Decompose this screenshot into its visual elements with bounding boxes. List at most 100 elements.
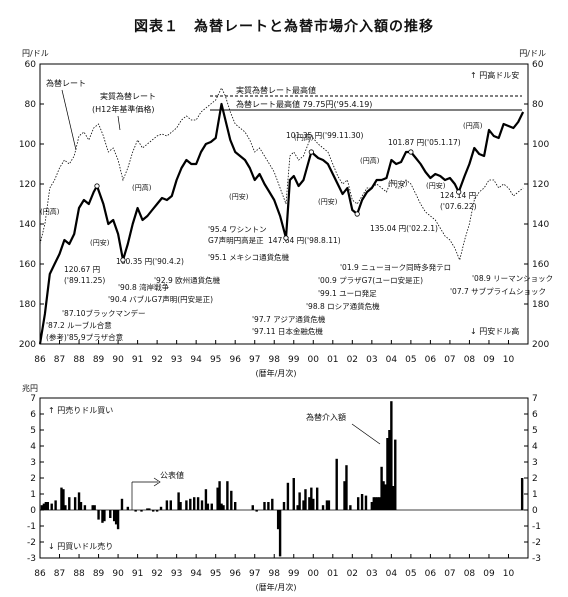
- y-unit-right: 円/ドル: [519, 49, 546, 58]
- corner-label-yen-low: ↓ 円安ドル高: [470, 326, 519, 336]
- x-tick-label: 91: [132, 355, 143, 365]
- yen-low-label: (円安): [426, 181, 446, 190]
- bar: [97, 510, 100, 520]
- bar: [54, 500, 57, 510]
- x-tick-label: 06: [425, 355, 437, 365]
- x-tick-label: 95: [210, 355, 221, 365]
- x-tick-label: 90: [112, 569, 124, 579]
- bar: [349, 505, 352, 510]
- event-label: (参考)'85.9プラザ合意: [46, 332, 123, 342]
- x-tick-label: 08: [464, 569, 476, 579]
- bar: [159, 506, 163, 510]
- x-tick-label: 01: [327, 569, 338, 579]
- x-tick-label: 09: [483, 569, 495, 579]
- x-tick-label: 86: [34, 355, 46, 365]
- y-tick-label-left: 1: [30, 490, 36, 500]
- bar: [44, 502, 48, 510]
- bar: [312, 498, 315, 510]
- series-label-real-line2: (H12年基準価格): [92, 104, 154, 114]
- annotation-label: 124.14 円: [440, 191, 476, 200]
- bar: [308, 497, 311, 510]
- x-tick-label: 88: [73, 569, 85, 579]
- event-label: '01.9 ニューヨーク同時多発テロ: [340, 262, 451, 272]
- annotation-label: 101.35 円('99.11.30): [286, 131, 364, 140]
- bar: [278, 510, 282, 557]
- bar: [343, 481, 346, 510]
- bar: [42, 503, 46, 510]
- bar: [79, 502, 83, 510]
- y-tick-label-left: 160: [19, 260, 36, 270]
- bar: [251, 505, 254, 510]
- yen-high-label: (円高): [132, 183, 152, 192]
- y-tick-label-left: 5: [30, 426, 36, 436]
- bar: [304, 489, 307, 510]
- y-tick-label-left: 3: [30, 458, 36, 468]
- x-tick-label: 91: [132, 569, 143, 579]
- annotation-label: 147.64 円('98.8.11): [268, 236, 341, 245]
- bar: [386, 438, 389, 510]
- bar: [60, 487, 63, 510]
- bar: [220, 503, 223, 510]
- bar: [226, 481, 229, 510]
- annotation-marker: [354, 211, 360, 217]
- x-tick-label: 97: [249, 355, 260, 365]
- bar: [120, 498, 124, 510]
- x-tick-label: 07: [444, 569, 455, 579]
- event-label: '99.1 ユーロ発足: [318, 289, 377, 298]
- y-tick-label-right: 80: [532, 100, 544, 110]
- annotation-label: 120.67 円: [64, 265, 100, 274]
- bar: [356, 497, 360, 510]
- yen-low-label: (円安): [90, 238, 110, 247]
- bar: [103, 510, 106, 522]
- x-tick-label: 90: [112, 355, 124, 365]
- x-tick-label: 98: [269, 355, 281, 365]
- bar: [390, 401, 393, 510]
- y-tick-label-right: -3: [532, 554, 541, 564]
- event-label: '97.7 アジア通貨危機: [252, 314, 326, 324]
- bar: [114, 510, 118, 525]
- bar: [200, 500, 204, 510]
- x-tick-label: 98: [269, 569, 281, 579]
- y-tick-label-right: 60: [532, 60, 544, 70]
- bar: [392, 486, 395, 510]
- bar: [216, 487, 219, 510]
- x-tick-label: 09: [483, 355, 495, 365]
- bar: [310, 487, 313, 510]
- bar: [276, 510, 280, 530]
- y-tick-label-left: 140: [19, 220, 36, 230]
- bar: [109, 510, 112, 518]
- x-tick-label: 03: [366, 569, 377, 579]
- leader-exchange-rate: [61, 89, 77, 151]
- annotation-marker: [94, 183, 100, 189]
- event-label: G7声明円高是正: [208, 235, 264, 245]
- y-tick-label-right: 100: [532, 140, 549, 150]
- event-label: '95.4 ワシントン: [208, 225, 267, 234]
- bar: [282, 502, 286, 510]
- yen-high-label: (円高): [463, 121, 483, 130]
- y-tick-label-left: 4: [30, 442, 36, 452]
- x-tick-label: 94: [190, 569, 202, 579]
- bar: [321, 505, 325, 510]
- event-label: '00.9 プラザG7(ユーロ安是正): [318, 275, 423, 285]
- bar: [112, 510, 116, 522]
- x-tick-label: 01: [327, 355, 338, 365]
- leader-real-rate: [117, 115, 121, 131]
- event-label: '87.2 ルーブル合意: [46, 320, 112, 330]
- bar: [134, 510, 137, 512]
- event-label: '92.9 欧州通貨危機: [154, 275, 221, 285]
- annotation-marker: [308, 149, 314, 155]
- y-tick-label-right: 160: [532, 260, 549, 270]
- bar-series-label: 為替介入額: [306, 412, 346, 422]
- bar: [83, 505, 87, 510]
- x-tick-label: 02: [347, 569, 358, 579]
- event-label: '98.8 ロシア通貨危機: [306, 301, 380, 311]
- x-tick-label: 99: [288, 569, 300, 579]
- x-tick-label: 88: [73, 355, 85, 365]
- bar: [271, 498, 274, 510]
- annotation-marker: [408, 149, 414, 155]
- bar: [91, 505, 94, 510]
- y-tick-label-right: 200: [532, 340, 549, 350]
- x-tick-label: 05: [405, 355, 416, 365]
- x-tick-label: 89: [93, 355, 105, 365]
- corner-label-yen-high: ↑ 円高ドル安: [470, 70, 519, 80]
